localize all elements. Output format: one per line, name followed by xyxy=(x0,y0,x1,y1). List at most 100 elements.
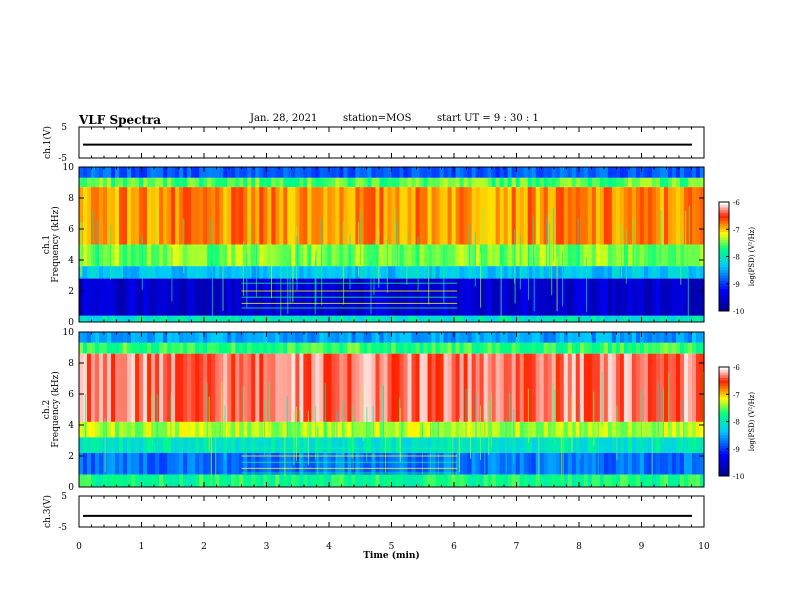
spectrogram-cell xyxy=(335,437,341,453)
spectrogram-cell xyxy=(315,266,320,279)
spectrogram-cell xyxy=(339,353,345,422)
colorbar-segment xyxy=(719,272,729,277)
spectrogram-cell xyxy=(471,315,477,322)
spectrogram-cell xyxy=(607,244,613,267)
spectrogram-cell xyxy=(355,452,361,475)
spectrogram-cell xyxy=(367,342,373,354)
spectrogram-cell xyxy=(507,342,513,354)
spectrogram-cell xyxy=(675,315,681,322)
spectrogram-cell xyxy=(659,421,665,438)
spectrogram-cell xyxy=(463,177,469,188)
colorbar-segment xyxy=(719,245,729,249)
spectrogram-cell xyxy=(363,187,369,245)
spectrogram-cell xyxy=(663,177,669,188)
spectrogram-cell xyxy=(627,421,633,438)
spectrogram-cell xyxy=(691,244,697,267)
spectrogram-cell xyxy=(443,266,449,279)
spectrogram-cell xyxy=(135,342,140,354)
spectrogram-cell xyxy=(275,266,280,279)
spectrogram-cell xyxy=(131,177,136,188)
spectrogram-cell xyxy=(195,167,200,178)
spectrogram-cell xyxy=(387,474,393,487)
spectrogram-cell xyxy=(311,187,316,245)
spectrogram-cell xyxy=(463,266,469,279)
spectrogram-streak xyxy=(458,418,460,473)
spectrogram-cell xyxy=(115,177,120,188)
spectrogram-cell xyxy=(427,332,433,343)
spectrogram-cell xyxy=(451,437,457,453)
spectrogram-cell xyxy=(135,266,140,279)
spectrogram-cell xyxy=(423,342,429,354)
spectrogram-cell xyxy=(95,421,100,438)
spectrogram-cell xyxy=(419,167,425,178)
spectrogram-cell xyxy=(251,167,256,178)
spectrogram-cell xyxy=(331,474,337,487)
spectrogram-streak xyxy=(640,388,642,443)
spectrogram-cell xyxy=(615,474,621,487)
spectrogram-cell xyxy=(287,452,292,475)
spectrogram-cell xyxy=(655,266,661,279)
spectrogram-cell xyxy=(379,177,385,188)
spectrogram-cell xyxy=(487,315,493,322)
spectrogram-cell xyxy=(559,332,565,343)
spectrogram-cell xyxy=(623,177,629,188)
spectrogram-cell xyxy=(411,474,417,487)
spectrogram-cell xyxy=(91,437,96,453)
spectrogram-cell xyxy=(179,187,184,245)
spectrogram-cell xyxy=(247,244,252,267)
spectrogram-cell xyxy=(247,353,252,422)
spectrogram-cell xyxy=(191,437,196,453)
spectrogram-cell xyxy=(679,437,685,453)
spectrogram-cell xyxy=(199,278,204,316)
spectrogram-cell xyxy=(663,187,669,245)
spectrogram-cell xyxy=(383,187,389,245)
spectrogram-cell xyxy=(427,266,433,279)
spectrogram-cell xyxy=(79,332,84,343)
spectrogram-cell xyxy=(663,353,669,422)
spectrogram-cell xyxy=(331,315,337,322)
spectrogram-cell xyxy=(391,353,397,422)
spectrogram-cell xyxy=(279,315,284,322)
spectrogram-cell xyxy=(307,353,312,422)
spectrogram-cell xyxy=(307,266,312,279)
spectrogram-cell xyxy=(491,437,497,453)
date-label: Jan. 28, 2021 xyxy=(250,113,318,124)
spectrogram-cell xyxy=(683,177,689,188)
spectrogram-cell xyxy=(619,244,625,267)
spectrogram-cell xyxy=(195,244,200,267)
spectrogram-streak xyxy=(382,385,384,440)
spectrogram-cell xyxy=(571,421,577,438)
spectrogram-cell xyxy=(231,353,236,422)
spectrogram-cell xyxy=(563,315,569,322)
spectrogram-cell xyxy=(359,353,365,422)
spectrogram-cell xyxy=(547,187,553,245)
spectrogram-cell xyxy=(471,452,477,475)
spectrogram-cell xyxy=(95,474,100,487)
spectrogram-cell xyxy=(243,474,248,487)
spectrogram-cell xyxy=(179,452,184,475)
spectrogram-cell xyxy=(255,167,260,178)
spectrogram-cell xyxy=(387,452,393,475)
spectrogram-cell xyxy=(359,266,365,279)
spectrogram-cell xyxy=(347,315,353,322)
spectrogram-cell xyxy=(295,315,300,322)
spectrogram-cell xyxy=(107,266,112,279)
spectrogram-cell xyxy=(487,353,493,422)
spectrogram-cell xyxy=(587,315,593,322)
spectrogram-cell xyxy=(179,315,184,322)
spectrogram-cell xyxy=(239,187,244,245)
spectrogram-cell xyxy=(571,437,577,453)
spectrogram-cell xyxy=(695,452,701,475)
spectrogram-cell xyxy=(675,342,681,354)
spectrogram-cell xyxy=(571,266,577,279)
spectrogram-cell xyxy=(603,353,609,422)
spectrogram-cell xyxy=(111,474,116,487)
spectrogram-cell xyxy=(283,266,288,279)
spectrogram-cell xyxy=(415,187,421,245)
spectrogram-cell xyxy=(563,266,569,279)
spectrogram-cell xyxy=(267,167,272,178)
spectrogram-cell xyxy=(139,342,144,354)
spectrogram-cell xyxy=(455,167,461,178)
spectrogram-cell xyxy=(123,342,128,354)
spectrogram-cell xyxy=(447,353,453,422)
